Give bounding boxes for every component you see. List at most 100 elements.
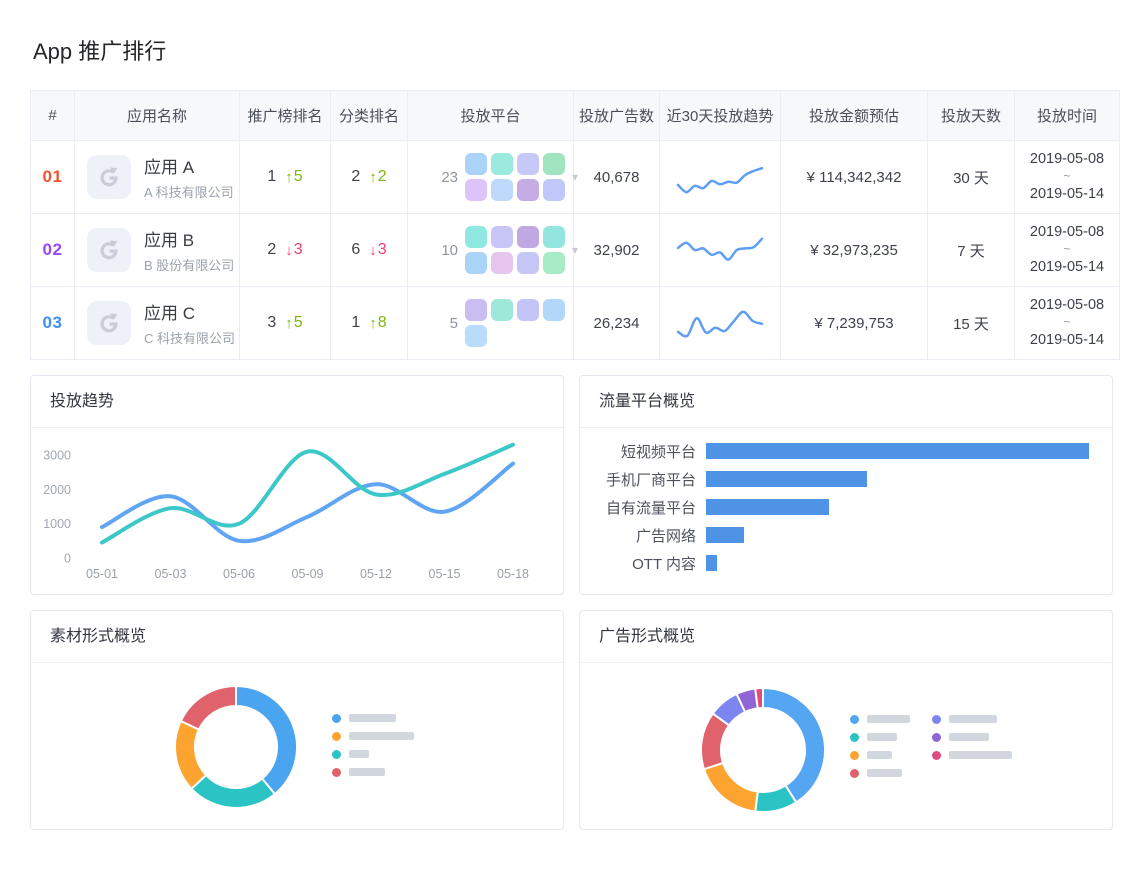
app-name: 应用 B	[144, 231, 195, 250]
ads-count: 32,902	[593, 241, 640, 259]
app-company: C 科技有限公司	[144, 331, 236, 346]
app-company: A 科技有限公司	[144, 185, 234, 200]
trend-line-chart: 0 1000 2000 3000 05-01 05-03 05-06 05-09 05-12 05…	[43, 442, 529, 581]
panel-title: 流量平台概览	[580, 376, 1112, 428]
expand-platforms-icon[interactable]: ▾	[572, 243, 579, 257]
svg-text:05-12: 05-12	[360, 567, 392, 581]
platform-icons	[465, 299, 565, 347]
days-count: 30 天	[953, 169, 989, 187]
promo-rank-delta: ↑ 5	[285, 168, 303, 186]
header-platforms: 投放平台	[407, 90, 574, 141]
legend-item	[932, 728, 1012, 746]
header-promo-rank: 推广榜排名	[239, 90, 331, 141]
svg-text:05-15: 05-15	[429, 567, 461, 581]
platform-cell: 5	[408, 299, 573, 347]
svg-text:0: 0	[64, 552, 71, 566]
legend-item	[850, 710, 910, 728]
app-logo-icon	[87, 228, 131, 272]
header-days: 投放天数	[927, 90, 1015, 141]
svg-text:1000: 1000	[43, 517, 71, 531]
category-rank-value: 1	[351, 314, 361, 331]
legend-item	[332, 709, 414, 727]
table-row[interactable]: 01 应用 A A 科技有限公司	[30, 140, 1120, 214]
header-category-rank: 分类排名	[330, 90, 408, 141]
rank-number: 01	[42, 167, 63, 186]
panel-title: 广告形式概览	[580, 611, 1112, 663]
dashboard-page: App 推广排行 # 应用名称 推广榜排名 分类排名 投放平台 投放广告数 近3…	[0, 34, 1148, 830]
legend-item	[332, 745, 414, 763]
platform-count: 10	[441, 241, 458, 259]
trend-panel: 投放趋势 0 1000 2000 3000 05-01 05-03 05-06 05-09 05…	[30, 375, 564, 595]
app-logo-icon	[87, 155, 131, 199]
panel-title: 投放趋势	[31, 376, 563, 428]
platform-icons	[465, 153, 565, 201]
promo-rank-value: 2	[267, 241, 277, 258]
svg-text:2000: 2000	[43, 483, 71, 497]
svg-text:05-09: 05-09	[292, 567, 324, 581]
header-amount: 投放金额预估	[780, 90, 928, 141]
bar-row: 自有流量平台	[580, 493, 1112, 521]
legend-item	[932, 746, 1012, 764]
days-count: 7 天	[957, 242, 985, 260]
category-rank-delta: ↑ 2	[369, 168, 387, 186]
header-ads-count: 投放广告数	[573, 90, 660, 141]
category-rank-delta: ↓ 3	[369, 241, 387, 259]
svg-text:3000: 3000	[43, 449, 71, 463]
expand-platforms-icon[interactable]: ▾	[572, 170, 579, 184]
chart-legend-col2	[932, 710, 1012, 764]
platform-count: 5	[449, 314, 458, 332]
header-index: #	[30, 90, 75, 141]
platform-bar-chart: 短视频平台 手机厂商平台 自有流量平台 广告网络 OTT 内容	[580, 428, 1112, 577]
ad-format-donut-chart	[699, 687, 826, 813]
app-name: 应用 A	[144, 158, 195, 177]
app-name: 应用 C	[144, 304, 195, 323]
category-rank-delta: ↑ 8	[369, 314, 387, 332]
date-range: 2019-05-08 ~ 2019-05-14	[1029, 151, 1105, 202]
traffic-platform-panel: 流量平台概览 短视频平台 手机厂商平台 自有流量平台 广告网络 OTT 内容	[579, 375, 1113, 595]
down-arrow-icon: ↓	[285, 241, 293, 259]
trend-sparkline	[676, 237, 764, 261]
svg-text:05-03: 05-03	[155, 567, 187, 581]
rank-number: 03	[42, 313, 63, 332]
header-30day-trend: 近30天投放趋势	[659, 90, 781, 141]
promo-rank-value: 1	[267, 168, 277, 185]
up-arrow-icon: ↑	[369, 314, 377, 332]
app-cell[interactable]: 应用 B B 股份有限公司	[75, 226, 239, 274]
svg-text:05-06: 05-06	[223, 567, 255, 581]
ads-count: 26,234	[593, 314, 640, 332]
app-cell[interactable]: 应用 A A 科技有限公司	[75, 153, 239, 201]
chart-legend-col1	[850, 710, 910, 782]
down-arrow-icon: ↓	[369, 241, 377, 259]
ad-format-panel: 广告形式概览	[579, 610, 1113, 830]
ads-count: 40,678	[593, 168, 640, 186]
date-range: 2019-05-08 ~ 2019-05-14	[1029, 297, 1105, 348]
app-logo-icon	[87, 301, 131, 345]
platform-cell: 10 ▾	[408, 226, 578, 274]
bar-row: OTT 内容	[580, 549, 1112, 577]
app-ranking-table: # 应用名称 推广榜排名 分类排名 投放平台 投放广告数 近30天投放趋势 投放…	[30, 90, 1120, 360]
table-header-row: # 应用名称 推广榜排名 分类排名 投放平台 投放广告数 近30天投放趋势 投放…	[30, 90, 1120, 141]
bar-row: 短视频平台	[580, 437, 1112, 465]
legend-item	[850, 764, 910, 782]
category-rank-value: 6	[351, 241, 361, 258]
material-donut-chart	[174, 685, 298, 809]
up-arrow-icon: ↑	[285, 168, 293, 186]
table-row[interactable]: 03 应用 C C 科技有限公司	[30, 286, 1120, 360]
platform-icons	[465, 226, 565, 274]
promo-rank-delta: ↓ 3	[285, 241, 303, 259]
rank-number: 02	[42, 240, 63, 259]
material-format-panel: 素材形式概览	[30, 610, 564, 830]
chart-legend	[332, 709, 414, 781]
legend-item	[850, 746, 910, 764]
header-app-name: 应用名称	[74, 90, 240, 141]
up-arrow-icon: ↑	[369, 168, 377, 186]
app-cell[interactable]: 应用 C C 科技有限公司	[75, 299, 239, 347]
table-row[interactable]: 02 应用 B B 股份有限公司	[30, 213, 1120, 287]
amount-estimate: ¥ 32,973,235	[810, 241, 898, 259]
promo-rank-value: 3	[267, 314, 277, 331]
svg-text:05-01: 05-01	[86, 567, 118, 581]
bar-row: 广告网络	[580, 521, 1112, 549]
trend-sparkline	[676, 310, 764, 338]
legend-item	[932, 710, 1012, 728]
date-range: 2019-05-08 ~ 2019-05-14	[1029, 224, 1105, 275]
